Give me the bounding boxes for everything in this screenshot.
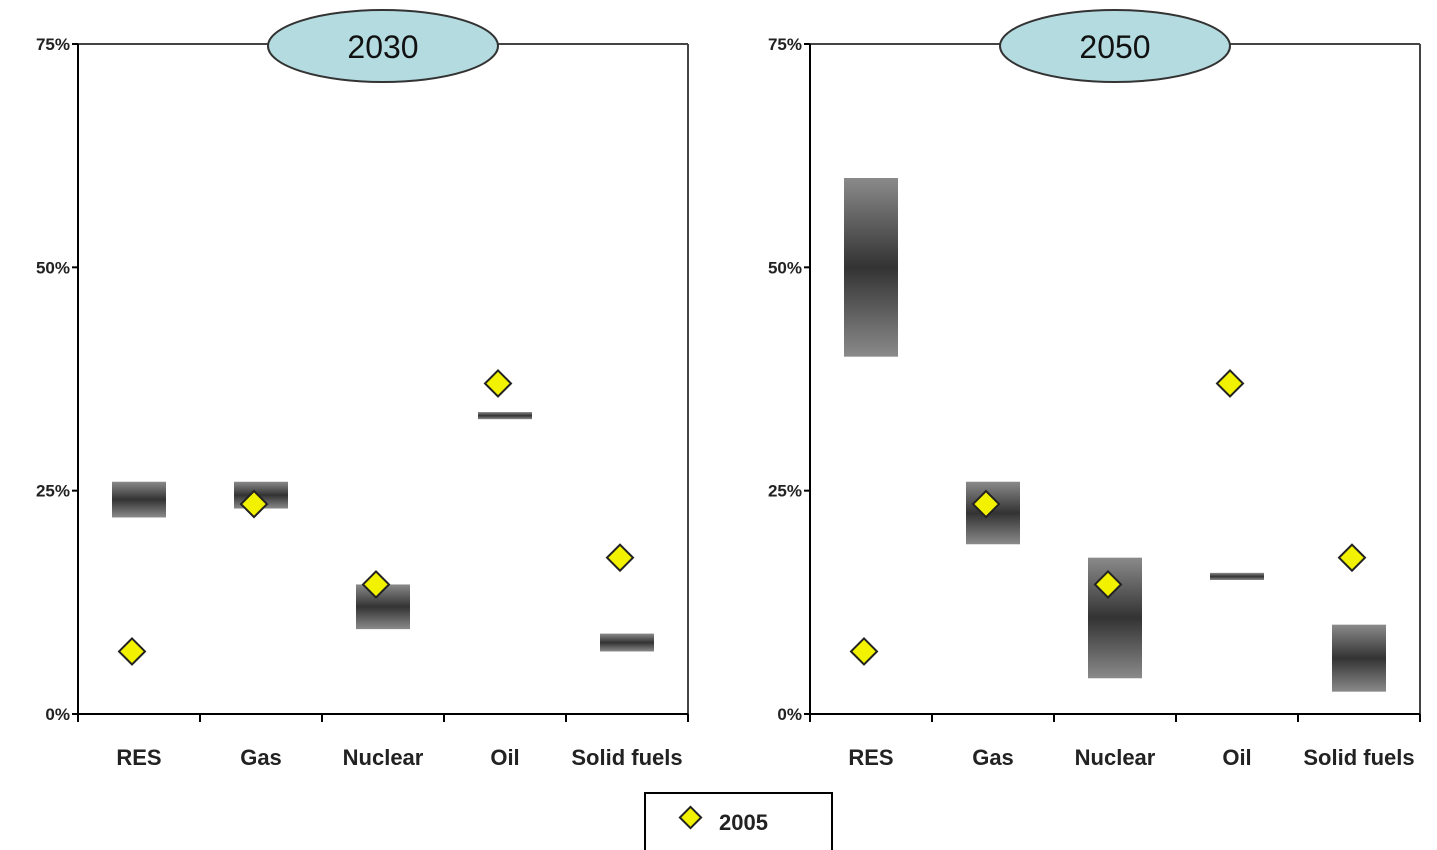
chart-panel-2050: 0% 25% 50% 75% RES Gas Nuclear Oil Solid fuels 20… (768, 9, 1421, 770)
point-2005-nuclear (361, 570, 391, 599)
x-tick-label: Solid fuels (1303, 745, 1414, 770)
point-2005-solid-fuels (605, 543, 635, 573)
range-bar-solid-fuels (600, 633, 654, 652)
y-tick-label: 75% (768, 35, 802, 54)
chart-panel-2030: 0% 25% 50% 75% RES Gas Nuclear Oil Solid fuels 20… (36, 9, 689, 770)
y-tick-label: 25% (36, 482, 70, 501)
x-tick-label: Oil (490, 745, 519, 770)
range-bar-nuclear (1088, 557, 1142, 679)
x-tick-label: Gas (240, 745, 282, 770)
x-tick-label: RES (116, 745, 161, 770)
y-tick-label: 0% (45, 705, 70, 724)
x-tick-label: Nuclear (1075, 745, 1156, 770)
range-bar-res (112, 481, 166, 518)
point-2005-gas (971, 489, 1001, 519)
point-2005-res (117, 637, 147, 666)
range-bar-nuclear (356, 584, 410, 630)
panel-title: 2030 (347, 29, 418, 65)
y-tick-label: 25% (768, 482, 802, 501)
range-bar-gas (966, 481, 1020, 545)
legend-marker-2005 (678, 805, 703, 830)
range-bar-oil (478, 412, 532, 420)
point-2005-nuclear (1093, 570, 1123, 599)
legend-label-2005: 2005 (719, 810, 768, 835)
x-tick-label: Solid fuels (571, 745, 682, 770)
legend: 2005 (644, 792, 833, 850)
y-tick-label: 50% (768, 258, 802, 277)
point-2005-oil (1215, 369, 1245, 398)
legend-box (644, 792, 833, 850)
range-bar-res (844, 178, 898, 357)
x-tick-label: Gas (972, 745, 1014, 770)
panel-title-ellipse (999, 9, 1231, 83)
point-2005-res (849, 637, 879, 666)
y-tick-label: 0% (777, 705, 802, 724)
panel-title-ellipse (267, 9, 499, 83)
panel-title: 2050 (1079, 29, 1150, 65)
point-2005-gas (239, 489, 269, 519)
x-tick-label: Nuclear (343, 745, 424, 770)
y-tick-label: 75% (36, 35, 70, 54)
y-tick-label: 50% (36, 258, 70, 277)
x-tick-label: RES (848, 745, 893, 770)
range-bar-solid-fuels (1332, 624, 1386, 692)
point-2005-solid-fuels (1337, 543, 1367, 573)
range-bar-oil (1210, 572, 1264, 580)
x-tick-label: Oil (1222, 745, 1251, 770)
point-2005-oil (483, 369, 513, 398)
